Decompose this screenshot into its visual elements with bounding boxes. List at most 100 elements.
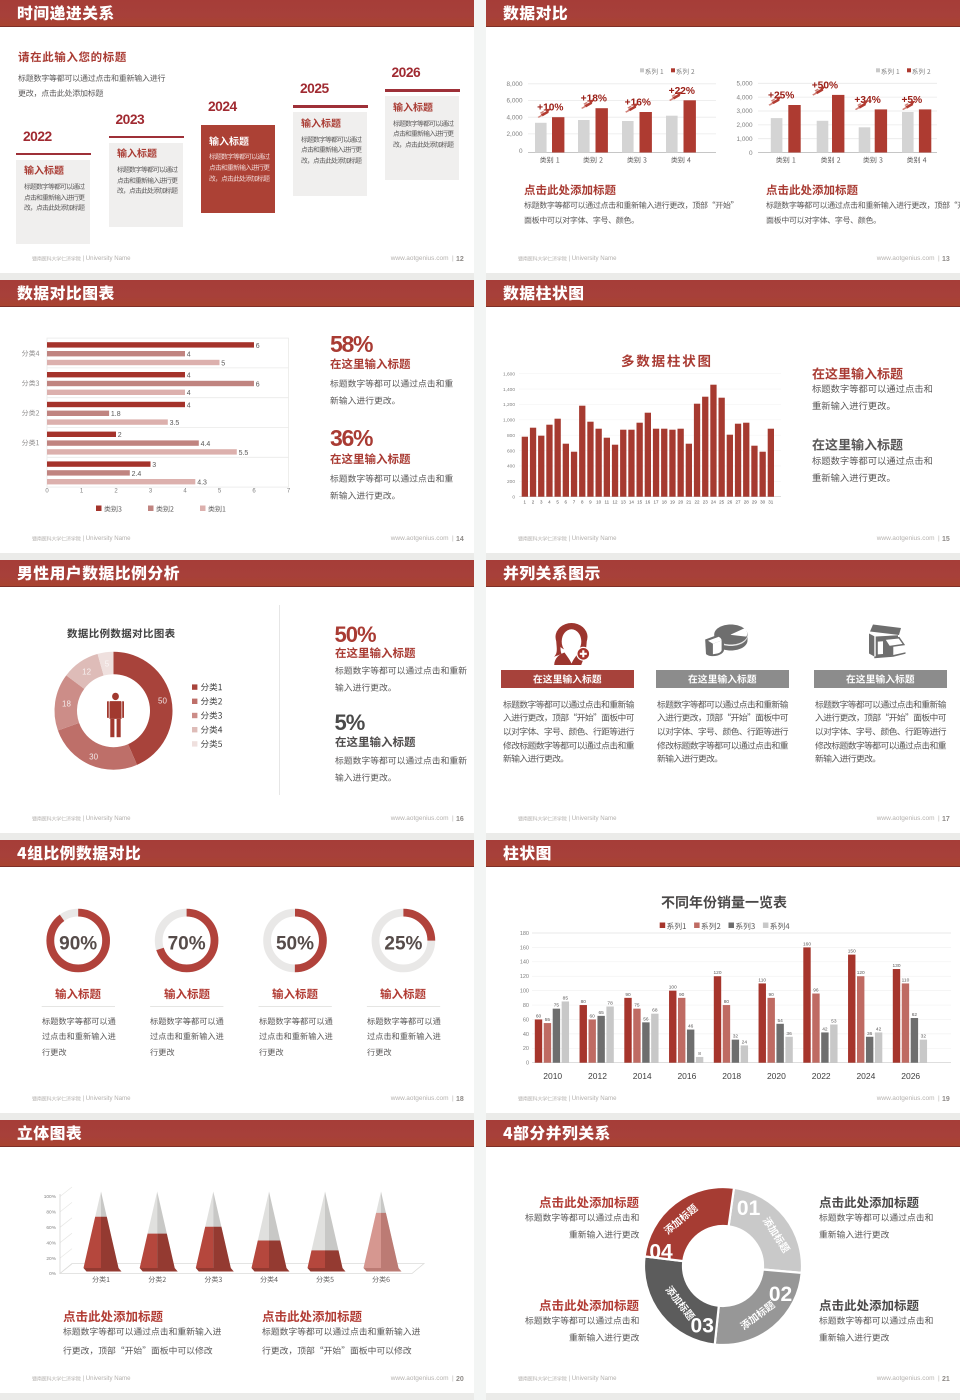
- svg-text:4: 4: [187, 352, 191, 359]
- svg-text:2018: 2018: [722, 1071, 741, 1081]
- svg-text:40%: 40%: [46, 1240, 56, 1246]
- svg-text:23: 23: [703, 500, 709, 505]
- svg-text:4: 4: [548, 500, 551, 505]
- svg-text:8: 8: [698, 1051, 701, 1057]
- svg-text:80: 80: [724, 999, 730, 1005]
- svg-text:160: 160: [520, 945, 529, 951]
- svg-text:2024: 2024: [856, 1071, 875, 1081]
- svg-text:3: 3: [149, 489, 153, 495]
- svg-text:+34%: +34%: [854, 95, 880, 106]
- svg-text:4.4: 4.4: [201, 441, 211, 448]
- svg-text:29: 29: [752, 500, 758, 505]
- svg-text:32: 32: [921, 1034, 927, 1040]
- svg-text:8,000: 8,000: [507, 81, 523, 88]
- svg-text:+18%: +18%: [581, 94, 607, 105]
- svg-text:5: 5: [221, 360, 225, 367]
- svg-text:100: 100: [520, 989, 529, 995]
- svg-text:65: 65: [598, 1010, 604, 1016]
- svg-text:11: 11: [604, 500, 609, 505]
- svg-text:30: 30: [89, 752, 98, 761]
- svg-text:2016: 2016: [677, 1071, 696, 1081]
- svg-text:68: 68: [652, 1008, 658, 1014]
- svg-text:60: 60: [536, 1013, 542, 1019]
- svg-text:27: 27: [735, 500, 741, 505]
- svg-text:4,000: 4,000: [737, 94, 753, 101]
- svg-text:02: 02: [769, 1283, 792, 1306]
- svg-text:2,000: 2,000: [737, 122, 753, 129]
- svg-text:2014: 2014: [633, 1071, 652, 1081]
- svg-text:1,200: 1,200: [503, 402, 515, 408]
- svg-text:28: 28: [744, 500, 750, 505]
- svg-text:800: 800: [507, 433, 515, 439]
- svg-text:1: 1: [80, 489, 84, 495]
- svg-text:15: 15: [637, 500, 643, 505]
- svg-text:30: 30: [760, 500, 766, 505]
- svg-text:4: 4: [183, 489, 187, 495]
- svg-text:4,000: 4,000: [507, 114, 523, 121]
- svg-text:1.8: 1.8: [111, 411, 121, 418]
- svg-text:36: 36: [867, 1031, 873, 1037]
- svg-text:60%: 60%: [46, 1225, 56, 1231]
- svg-text:46: 46: [688, 1024, 694, 1030]
- svg-text:4.3: 4.3: [197, 480, 207, 487]
- svg-text:5: 5: [218, 489, 222, 495]
- svg-text:25%: 25%: [384, 934, 422, 955]
- svg-text:25: 25: [719, 500, 725, 505]
- svg-text:2,000: 2,000: [507, 131, 523, 138]
- svg-text:7: 7: [573, 500, 576, 505]
- svg-text:3: 3: [540, 500, 543, 505]
- svg-text:19: 19: [670, 500, 676, 505]
- svg-text:60: 60: [590, 1013, 596, 1019]
- svg-text:6,000: 6,000: [507, 98, 523, 105]
- svg-text:31: 31: [768, 500, 774, 505]
- svg-text:200: 200: [507, 479, 515, 485]
- svg-text:2010: 2010: [543, 1071, 562, 1081]
- svg-text:90: 90: [769, 992, 775, 998]
- svg-text:3.5: 3.5: [170, 420, 180, 427]
- svg-text:12: 12: [612, 500, 618, 505]
- svg-text:60: 60: [523, 1017, 529, 1023]
- svg-text:2: 2: [114, 489, 118, 495]
- svg-text:100: 100: [669, 985, 677, 991]
- svg-text:+10%: +10%: [537, 103, 563, 114]
- svg-text:70%: 70%: [168, 934, 206, 955]
- svg-text:26: 26: [727, 500, 733, 505]
- svg-text:0: 0: [526, 1061, 529, 1067]
- svg-text:42: 42: [876, 1026, 882, 1032]
- svg-text:3,000: 3,000: [737, 108, 753, 115]
- svg-text:110: 110: [758, 977, 766, 983]
- svg-text:20%: 20%: [46, 1256, 56, 1262]
- svg-text:1,000: 1,000: [737, 136, 753, 143]
- svg-text:0%: 0%: [49, 1271, 57, 1277]
- svg-text:80: 80: [523, 1003, 529, 1009]
- svg-text:4: 4: [187, 373, 191, 380]
- svg-text:+25%: +25%: [768, 91, 794, 102]
- svg-text:140: 140: [520, 960, 529, 966]
- svg-text:53: 53: [831, 1019, 837, 1025]
- svg-text:75: 75: [634, 1003, 640, 1009]
- svg-text:6: 6: [565, 500, 568, 505]
- svg-text:03: 03: [691, 1314, 714, 1337]
- svg-text:0: 0: [512, 494, 515, 500]
- svg-text:20: 20: [678, 500, 684, 505]
- svg-text:160: 160: [803, 941, 811, 947]
- svg-text:5.5: 5.5: [239, 450, 249, 457]
- svg-text:20: 20: [523, 1046, 529, 1052]
- svg-text:85: 85: [563, 995, 569, 1001]
- svg-text:24: 24: [742, 1039, 748, 1045]
- svg-text:2022: 2022: [812, 1071, 831, 1081]
- svg-text:1: 1: [524, 500, 527, 505]
- svg-text:7: 7: [287, 489, 291, 495]
- svg-text:600: 600: [507, 448, 515, 454]
- svg-text:0: 0: [45, 489, 49, 495]
- svg-text:2026: 2026: [901, 1071, 920, 1081]
- svg-text:42: 42: [822, 1026, 828, 1032]
- svg-text:14: 14: [629, 500, 635, 505]
- svg-text:6: 6: [256, 343, 260, 350]
- svg-text:+22%: +22%: [669, 86, 695, 97]
- svg-text:18: 18: [62, 699, 71, 708]
- svg-text:5: 5: [105, 659, 110, 668]
- svg-text:+16%: +16%: [625, 98, 651, 109]
- svg-text:18: 18: [662, 500, 668, 505]
- svg-text:5,000: 5,000: [737, 81, 753, 88]
